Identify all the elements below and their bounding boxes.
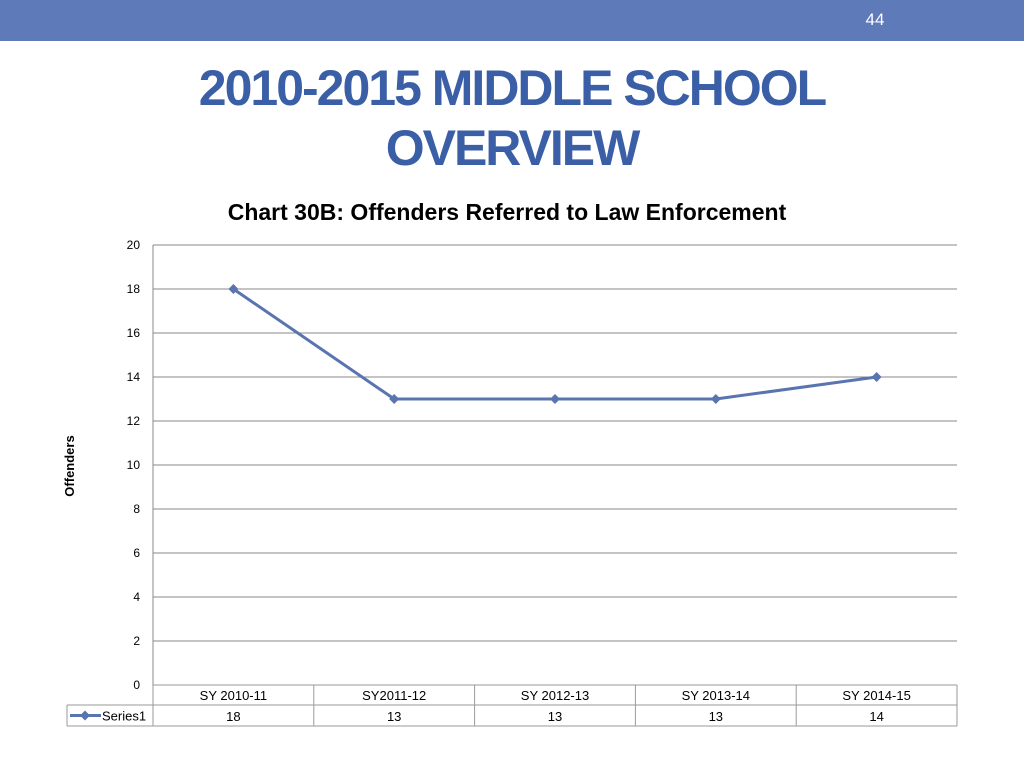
- x-category-label: SY 2010-11: [200, 688, 267, 703]
- page-number: 44: [865, 10, 885, 29]
- x-category-label: SY 2014-15: [842, 688, 910, 703]
- y-tick-label: 6: [133, 546, 140, 560]
- chart-title: Chart 30B: Offenders Referred to Law Enf…: [227, 199, 787, 225]
- gridlines: [153, 244, 957, 642]
- x-category-label: SY2011-12: [362, 688, 426, 703]
- y-tick-label: 10: [127, 458, 141, 472]
- y-tick-label: 14: [127, 370, 141, 384]
- y-tick-label: 8: [133, 502, 140, 516]
- x-category-label: SY 2013-14: [682, 688, 750, 703]
- y-tick-label: 16: [127, 326, 141, 340]
- series-layer: [228, 284, 882, 404]
- table-value: 13: [548, 709, 562, 724]
- y-tick-label: 18: [127, 282, 141, 296]
- x-category-label: SY 2012-13: [521, 688, 589, 703]
- series-line: [232, 287, 877, 401]
- table-value: 18: [226, 709, 240, 724]
- y-tick-label: 0: [133, 678, 140, 692]
- y-axis-label: Offenders: [62, 435, 77, 496]
- data-table: SY 2010-11 SY2011-12 SY 2012-13 SY 2013-14 S…: [66, 684, 958, 727]
- data-point: [550, 394, 560, 404]
- y-tick-label: 2: [133, 634, 140, 648]
- table-value: 14: [869, 709, 883, 724]
- table-value: 13: [709, 709, 723, 724]
- y-axis-ticks: 0 2 4 6 8 10 12 14 16 18 20: [127, 238, 141, 692]
- y-tick-label: 12: [127, 414, 141, 428]
- header-band: [0, 0, 1024, 41]
- legend-marker: [80, 710, 90, 721]
- y-tick-label: 4: [133, 590, 140, 604]
- data-point: [710, 394, 721, 404]
- data-point: [228, 284, 239, 294]
- data-point: [389, 394, 400, 404]
- slide-title: 2010-2015 MIDDLE SCHOOL OVERVIEW: [198, 60, 827, 176]
- legend-label: Series1: [102, 709, 146, 724]
- table-value: 13: [387, 709, 401, 724]
- data-point: [871, 372, 882, 382]
- y-tick-label: 20: [127, 238, 141, 252]
